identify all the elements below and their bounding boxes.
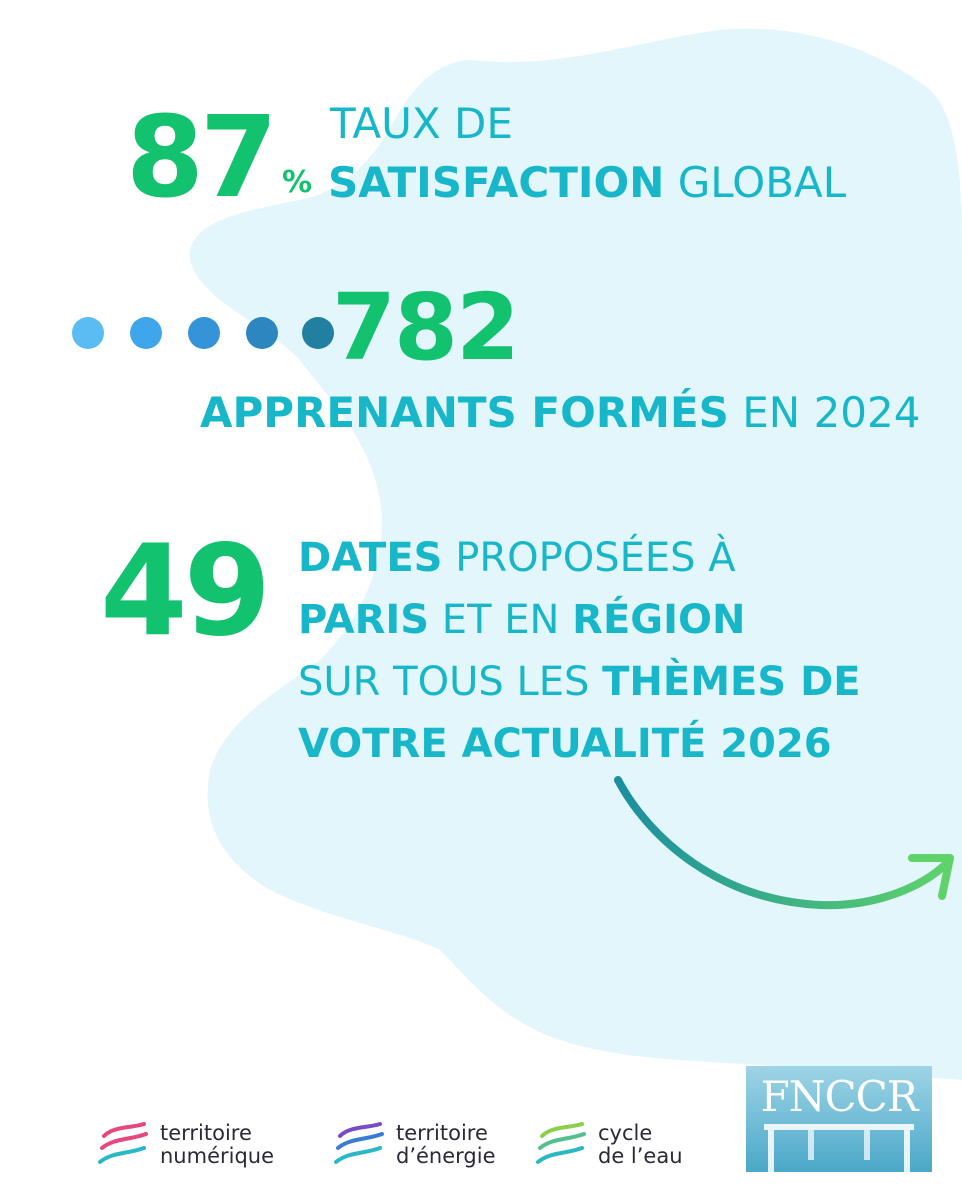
themes-bold: THÈMES DE — [602, 659, 861, 705]
wave-logo-icon — [334, 1122, 384, 1164]
dates-line1-rest: PROPOSÉES À — [442, 535, 736, 581]
decorative-dot-4 — [246, 317, 278, 349]
logo2-line2: d’énergie — [396, 1144, 496, 1168]
learners-bold: APPRENANTS FORMÉS — [200, 388, 729, 437]
logo-territoire-energie: territoire d’énergie — [332, 1118, 496, 1172]
dates-line1: DATES PROPOSÉES À — [298, 538, 736, 578]
decorative-dot-2 — [130, 317, 162, 349]
satisfaction-rest: GLOBAL — [664, 158, 847, 207]
learners-rest: EN 2024 — [728, 388, 921, 437]
learners-line: APPRENANTS FORMÉS EN 2024 — [200, 392, 920, 434]
logo2-line1: territoire — [396, 1121, 488, 1145]
dates-value: 49 — [100, 517, 271, 664]
region-bold: RÉGION — [572, 597, 746, 643]
wave-logo-icon — [98, 1122, 148, 1164]
satisfaction-unit: % — [282, 165, 313, 200]
dates-line3: SUR TOUS LES THÈMES DE — [298, 662, 861, 702]
logo1-line2: numérique — [160, 1144, 275, 1168]
learners-value: 782 — [332, 274, 520, 381]
dates-line2-mid: ET EN — [429, 597, 573, 643]
satisfaction-value: 87 — [126, 93, 278, 223]
decorative-dot-5 — [302, 317, 334, 349]
paris-bold: PARIS — [298, 597, 430, 643]
dates-line2: PARIS ET EN RÉGION — [298, 600, 745, 640]
fnccr-logo-text: FNCCR — [760, 1072, 919, 1121]
fnccr-logo: FNCCR — [746, 1066, 932, 1172]
decorative-dot-3 — [188, 317, 220, 349]
actualite-bold: VOTRE ACTUALITÉ 2026 — [298, 721, 832, 767]
dates-line3-rest: SUR TOUS LES — [298, 659, 603, 705]
logo3-line2: de l’eau — [598, 1144, 683, 1168]
dates-line4: VOTRE ACTUALITÉ 2026 — [298, 724, 832, 764]
satisfaction-line1: TAUX DE — [330, 99, 513, 148]
logo1-line1: territoire — [160, 1121, 252, 1145]
logo3-line1: cycle — [598, 1121, 653, 1145]
satisfaction-bold: SATISFACTION — [328, 158, 665, 207]
logo-cycle-eau: cycle de l’eau — [534, 1118, 683, 1172]
decorative-dot-1 — [72, 317, 104, 349]
dates-bold: DATES — [298, 535, 443, 581]
satisfaction-line2: SATISFACTION GLOBAL — [328, 162, 846, 204]
wave-logo-icon — [536, 1122, 586, 1164]
logo-territoire-numerique: territoire numérique — [96, 1118, 274, 1172]
